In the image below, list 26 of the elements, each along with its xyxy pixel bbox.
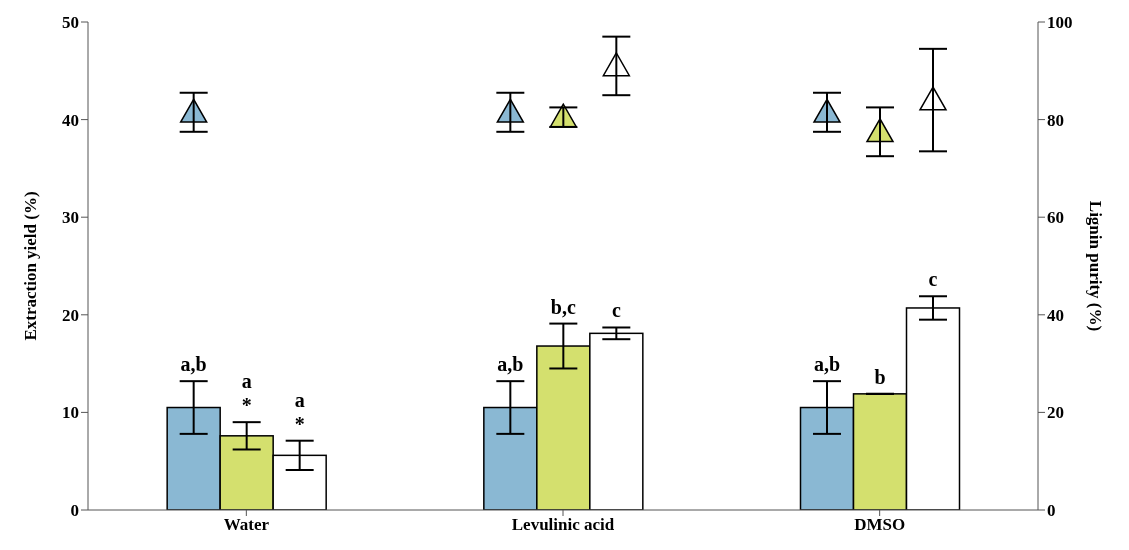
y2-tick-label: 40: [1047, 305, 1064, 325]
data-label: a,b: [813, 353, 841, 376]
x-tick-label: DMSO: [854, 515, 906, 535]
data-label: a *: [241, 370, 252, 417]
y-tick-label: 30: [62, 208, 79, 228]
y-axis-title: Extraction yield (%): [21, 191, 41, 341]
x-tick-label: Levulinic acid: [511, 515, 615, 535]
y2-tick-label: 100: [1047, 13, 1073, 33]
y-tick-label: 10: [62, 403, 79, 423]
y-tick-label: 40: [62, 110, 79, 130]
data-label: c: [928, 268, 938, 291]
y-tick-label: 0: [70, 501, 79, 521]
data-label: a,b: [497, 353, 524, 376]
data-label: c: [611, 299, 621, 322]
x-tick-label: Water: [223, 515, 270, 535]
y-tick-label: 50: [62, 13, 79, 33]
y2-axis-title: Lignin purity (%): [1085, 200, 1105, 332]
data-label: b,c: [550, 295, 576, 318]
y-tick-label: 20: [62, 305, 79, 325]
data-label: a,b: [180, 353, 207, 376]
y2-tick-label: 20: [1047, 403, 1064, 423]
y2-tick-label: 80: [1047, 110, 1064, 130]
y2-tick-label: 60: [1047, 208, 1064, 228]
data-label: a *: [294, 388, 305, 435]
data-label: b: [874, 365, 886, 388]
y2-tick-label: 0: [1047, 501, 1056, 521]
